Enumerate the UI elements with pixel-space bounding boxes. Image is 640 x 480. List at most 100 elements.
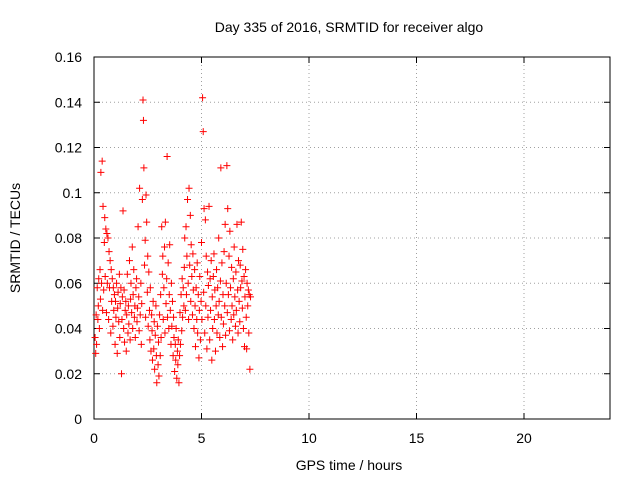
data-point [237,218,245,226]
data-point [105,248,113,256]
data-point [118,370,126,378]
data-point [94,302,102,310]
data-point [118,293,126,301]
data-point [95,325,103,332]
data-point [209,272,217,280]
data-point [161,329,169,337]
data-point [191,343,199,351]
data-point [134,223,142,231]
data-point [110,291,118,299]
data-point [128,309,136,317]
data-point [238,277,246,285]
data-point [146,284,154,292]
tick-labels: 0 5 10 15 20 0 0.02 0.04 0.06 0.08 0.1 0.12 0.14 0.16 [55,49,532,446]
data-point [181,234,189,242]
data-point [110,306,118,314]
data-point [178,275,186,283]
data-point [98,157,106,165]
data-point [99,202,107,210]
data-point [217,313,225,321]
data-point [111,340,119,348]
data-point [188,272,196,280]
data-point [234,257,242,265]
data-point [192,284,200,292]
data-point [198,315,206,323]
data-point [191,266,199,274]
data-point [144,322,152,330]
data-point [172,356,180,364]
data-point [182,223,190,231]
data-point [113,279,121,287]
data-point [107,329,115,337]
data-point [233,220,241,228]
data-point [170,334,178,342]
y-tick-label: 0.06 [55,275,82,291]
x-tick-label: 5 [198,430,206,446]
data-point [139,96,147,104]
data-point [239,245,247,253]
data-point [103,279,111,287]
data-point [174,361,182,369]
data-point [129,291,137,299]
data-point [164,259,172,267]
data-point [152,302,160,310]
y-tick-label: 0 [74,411,82,427]
data-point [166,241,174,249]
data-point [100,286,108,294]
data-point [236,261,244,269]
data-point [156,352,164,360]
data-point [173,347,181,355]
data-point [103,229,111,237]
data-point [199,128,207,136]
data-point [243,279,251,287]
data-point [122,347,130,355]
data-point [95,275,103,283]
data-point [185,184,193,192]
y-tick-label: 0.04 [55,321,82,337]
grid-lines [94,57,610,419]
data-point [215,297,223,305]
data-point [133,304,141,312]
data-point [102,309,110,317]
data-point [228,263,236,271]
data-point [221,220,229,228]
data-point [118,315,126,323]
data-point [182,291,190,299]
plot-frame [93,56,611,420]
data-point [93,340,101,348]
data-point [170,313,178,321]
y-tick-label: 0.14 [55,94,82,110]
data-point [105,315,113,323]
data-point [212,302,220,310]
data-point [138,196,146,204]
data-point [219,343,227,351]
data-point [97,168,105,176]
data-point [193,259,201,267]
data-point [168,297,176,305]
data-point [104,234,112,242]
y-tick-label: 0.16 [55,49,82,65]
data-point [158,270,166,278]
data-point [215,234,223,242]
data-point [228,302,236,310]
data-point [112,297,119,305]
data-point [203,345,211,353]
data-point [176,352,184,360]
data-point [223,309,231,317]
data-point [235,297,243,305]
data-point [157,334,165,342]
data-point [243,345,251,353]
data-point [206,336,214,344]
data-point [144,252,152,260]
data-point [221,302,229,310]
data-point [158,223,166,231]
data-point [133,275,141,283]
data-point [204,282,212,290]
data-point [148,311,156,319]
data-point [246,365,254,373]
data-point [124,302,132,310]
data-point [234,329,242,337]
data-point [125,257,133,265]
data-point [189,250,197,258]
data-point [123,270,131,278]
